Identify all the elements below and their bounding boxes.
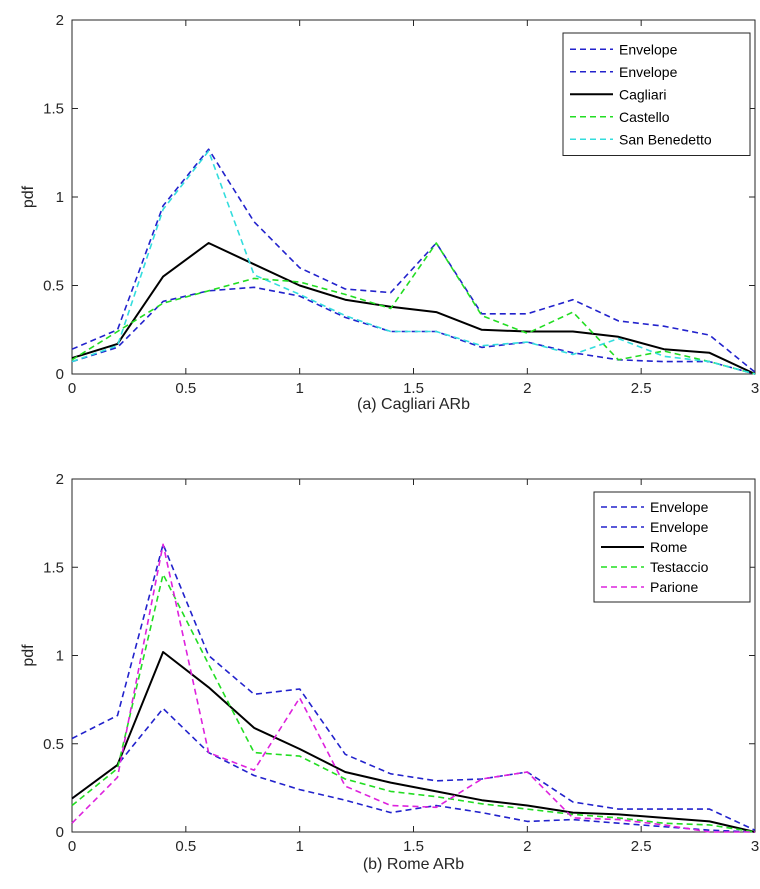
series-line-san-benedetto-4 bbox=[71, 150, 756, 375]
x-tick-label: 0.5 bbox=[175, 380, 196, 397]
y-tick-label: 0.5 bbox=[43, 278, 64, 295]
x-tick-label: 2.5 bbox=[631, 380, 652, 397]
x-axis-label: (a) Cagliari ARb bbox=[357, 396, 470, 413]
x-tick-label: 1 bbox=[295, 838, 303, 855]
x-tick-label: 1 bbox=[295, 380, 303, 397]
legend-entry: Castello bbox=[619, 109, 670, 125]
series-line-envelope-0 bbox=[71, 148, 756, 373]
y-tick-label: 2 bbox=[56, 12, 64, 29]
y-tick-label: 0.5 bbox=[43, 736, 64, 753]
y-axis-label: pdf bbox=[20, 185, 37, 208]
chart-cagliari: 0 0.5 1 1.5 2 2.5 3 0 0.5 1 1.5 2 (a) Cagliari ARb pd… bbox=[20, 12, 759, 413]
x-tick-label: 0 bbox=[68, 838, 76, 855]
legend-entry: Cagliari bbox=[619, 86, 666, 102]
legend: Envelope Envelope Cagliari Castello San Bene… bbox=[562, 32, 751, 156]
x-tick-label: 3 bbox=[751, 838, 759, 855]
x-tick-label: 0.5 bbox=[175, 838, 196, 855]
x-tick-label: 2 bbox=[523, 838, 531, 855]
legend-entry: Envelope bbox=[650, 519, 709, 535]
y-tick-label: 1.5 bbox=[43, 101, 64, 118]
x-tick-label: 3 bbox=[751, 380, 759, 397]
y-tick-label: 1 bbox=[56, 189, 64, 206]
legend-entry: Testaccio bbox=[650, 559, 709, 575]
y-axis-label: pdf bbox=[20, 644, 37, 667]
series-line-castello-3 bbox=[71, 242, 756, 375]
series-line-parione-4 bbox=[71, 543, 755, 833]
series-line-envelope-1 bbox=[71, 286, 756, 375]
chart-rome: 0 0.5 1 1.5 2 2.5 3 0 0.5 1 1.5 2 (b) Rome ARb pdf Env… bbox=[20, 471, 759, 873]
legend-entry: Envelope bbox=[619, 64, 678, 80]
legend-entry: Envelope bbox=[650, 499, 709, 515]
legend-entry: Envelope bbox=[619, 41, 678, 57]
legend-entry: San Benedetto bbox=[619, 131, 712, 147]
series-line-cagliari-2 bbox=[71, 242, 756, 375]
x-axis-label: (b) Rome ARb bbox=[363, 856, 464, 873]
x-tick-label: 0 bbox=[68, 380, 76, 397]
legend-entry: Rome bbox=[650, 539, 688, 555]
series-line-rome-2 bbox=[71, 651, 756, 833]
x-tick-label: 2 bbox=[523, 380, 531, 397]
series-line-envelope-0 bbox=[71, 543, 756, 831]
legend-entry: Parione bbox=[650, 579, 698, 595]
y-tick-label: 1.5 bbox=[43, 559, 64, 576]
y-tick-label: 0 bbox=[56, 366, 64, 383]
y-tick-label: 1 bbox=[56, 648, 64, 665]
x-tick-label: 1.5 bbox=[403, 380, 424, 397]
legend: Envelope Envelope Rome Testaccio Parione bbox=[593, 491, 751, 603]
series-line-testaccio-3 bbox=[71, 573, 756, 833]
y-tick-label: 0 bbox=[56, 824, 64, 841]
x-tick-label: 2.5 bbox=[631, 838, 652, 855]
series-line-envelope-1 bbox=[71, 707, 756, 833]
x-tick-label: 1.5 bbox=[403, 838, 424, 855]
y-tick-label: 2 bbox=[56, 471, 64, 488]
